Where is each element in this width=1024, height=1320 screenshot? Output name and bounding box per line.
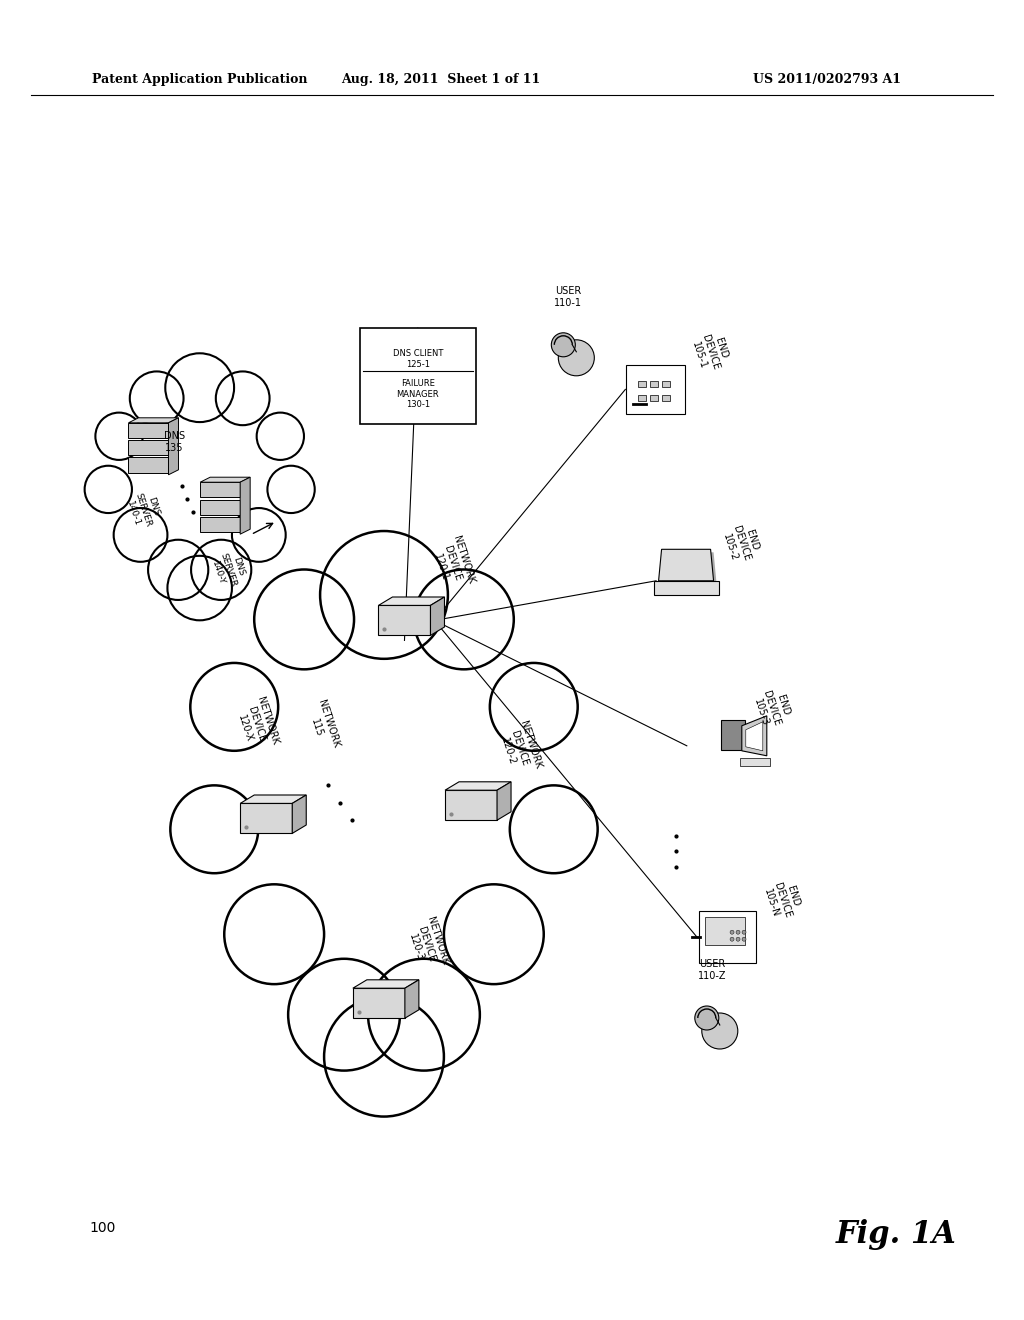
FancyBboxPatch shape bbox=[128, 458, 169, 473]
Circle shape bbox=[742, 931, 746, 935]
Text: NETWORK
DEVICE
120-2: NETWORK DEVICE 120-2 bbox=[496, 719, 543, 777]
Polygon shape bbox=[430, 597, 444, 635]
Circle shape bbox=[232, 508, 286, 562]
Text: Fig. 1A: Fig. 1A bbox=[836, 1218, 956, 1250]
Polygon shape bbox=[200, 478, 250, 482]
Polygon shape bbox=[353, 989, 404, 1018]
FancyBboxPatch shape bbox=[698, 911, 756, 964]
Text: USER
110-Z: USER 110-Z bbox=[697, 960, 726, 981]
Circle shape bbox=[558, 339, 594, 376]
Polygon shape bbox=[169, 418, 178, 475]
Circle shape bbox=[368, 958, 480, 1071]
Polygon shape bbox=[658, 549, 714, 581]
FancyBboxPatch shape bbox=[662, 381, 670, 387]
Polygon shape bbox=[241, 478, 250, 535]
FancyBboxPatch shape bbox=[128, 422, 169, 438]
FancyBboxPatch shape bbox=[705, 917, 744, 945]
Polygon shape bbox=[379, 597, 444, 606]
Circle shape bbox=[489, 663, 578, 751]
Circle shape bbox=[730, 931, 734, 935]
FancyBboxPatch shape bbox=[653, 581, 719, 595]
Circle shape bbox=[148, 540, 208, 601]
Polygon shape bbox=[497, 781, 511, 820]
Circle shape bbox=[742, 937, 746, 941]
Circle shape bbox=[167, 556, 231, 620]
Text: USER
110-1: USER 110-1 bbox=[554, 286, 583, 308]
Text: DNS
SERVER
140-1: DNS SERVER 140-1 bbox=[124, 488, 163, 532]
Text: Patent Application Publication: Patent Application Publication bbox=[92, 73, 307, 86]
FancyBboxPatch shape bbox=[200, 499, 241, 515]
Circle shape bbox=[288, 958, 400, 1071]
Text: END
DEVICE
105-2: END DEVICE 105-2 bbox=[720, 521, 763, 566]
Polygon shape bbox=[741, 715, 767, 756]
FancyBboxPatch shape bbox=[721, 719, 744, 750]
Circle shape bbox=[701, 1012, 738, 1049]
Circle shape bbox=[191, 540, 251, 601]
Polygon shape bbox=[128, 418, 178, 422]
Text: NETWORK
DEVICE
120-3: NETWORK DEVICE 120-3 bbox=[403, 916, 451, 973]
Circle shape bbox=[114, 508, 168, 562]
FancyBboxPatch shape bbox=[200, 482, 241, 498]
Circle shape bbox=[254, 569, 354, 669]
Text: NETWORK
115: NETWORK 115 bbox=[304, 700, 341, 752]
Circle shape bbox=[736, 937, 740, 941]
Text: END
DEVICE
105-N: END DEVICE 105-N bbox=[761, 878, 804, 923]
Circle shape bbox=[551, 333, 575, 356]
Text: US 2011/0202793 A1: US 2011/0202793 A1 bbox=[753, 73, 901, 86]
Text: NETWORK
DEVICE
120-X: NETWORK DEVICE 120-X bbox=[232, 696, 280, 754]
FancyBboxPatch shape bbox=[638, 396, 646, 401]
FancyBboxPatch shape bbox=[359, 329, 476, 424]
Text: 100: 100 bbox=[89, 1221, 116, 1234]
Polygon shape bbox=[404, 979, 419, 1018]
Circle shape bbox=[130, 371, 183, 425]
Text: DNS
135: DNS 135 bbox=[164, 432, 184, 453]
FancyBboxPatch shape bbox=[662, 396, 670, 401]
Text: DNS CLIENT
125-1: DNS CLIENT 125-1 bbox=[392, 350, 443, 368]
Text: END
DEVICE
105-3: END DEVICE 105-3 bbox=[751, 686, 794, 731]
Circle shape bbox=[190, 663, 279, 751]
Circle shape bbox=[170, 785, 258, 874]
FancyBboxPatch shape bbox=[128, 440, 169, 455]
Circle shape bbox=[95, 413, 142, 459]
Polygon shape bbox=[745, 722, 763, 751]
Circle shape bbox=[165, 354, 234, 422]
Circle shape bbox=[730, 937, 734, 941]
Polygon shape bbox=[353, 979, 419, 989]
Text: Aug. 18, 2011  Sheet 1 of 11: Aug. 18, 2011 Sheet 1 of 11 bbox=[341, 73, 540, 86]
Circle shape bbox=[736, 931, 740, 935]
Circle shape bbox=[216, 371, 269, 425]
FancyBboxPatch shape bbox=[650, 381, 657, 387]
Circle shape bbox=[324, 997, 444, 1117]
Circle shape bbox=[85, 466, 132, 513]
Circle shape bbox=[510, 785, 598, 874]
Text: END
DEVICE
105-1: END DEVICE 105-1 bbox=[689, 330, 732, 375]
Polygon shape bbox=[379, 606, 430, 635]
Circle shape bbox=[444, 884, 544, 985]
Polygon shape bbox=[241, 804, 292, 833]
Text: DNS
SERVER
140-Y: DNS SERVER 140-Y bbox=[209, 548, 248, 591]
Text: NETWORK
DEVICE
120-1: NETWORK DEVICE 120-1 bbox=[429, 535, 476, 593]
Polygon shape bbox=[445, 781, 511, 791]
FancyBboxPatch shape bbox=[650, 396, 657, 401]
Circle shape bbox=[257, 413, 304, 459]
Polygon shape bbox=[662, 552, 717, 583]
Polygon shape bbox=[292, 795, 306, 833]
Polygon shape bbox=[445, 791, 497, 820]
FancyBboxPatch shape bbox=[739, 758, 770, 766]
FancyBboxPatch shape bbox=[626, 364, 685, 414]
Circle shape bbox=[695, 1006, 719, 1030]
Circle shape bbox=[224, 884, 324, 985]
Circle shape bbox=[267, 466, 314, 513]
FancyBboxPatch shape bbox=[200, 517, 241, 532]
Polygon shape bbox=[241, 795, 306, 804]
Circle shape bbox=[321, 531, 447, 659]
Circle shape bbox=[414, 569, 514, 669]
Text: FAILURE
MANAGER
130-1: FAILURE MANAGER 130-1 bbox=[396, 379, 439, 409]
FancyBboxPatch shape bbox=[638, 381, 646, 387]
